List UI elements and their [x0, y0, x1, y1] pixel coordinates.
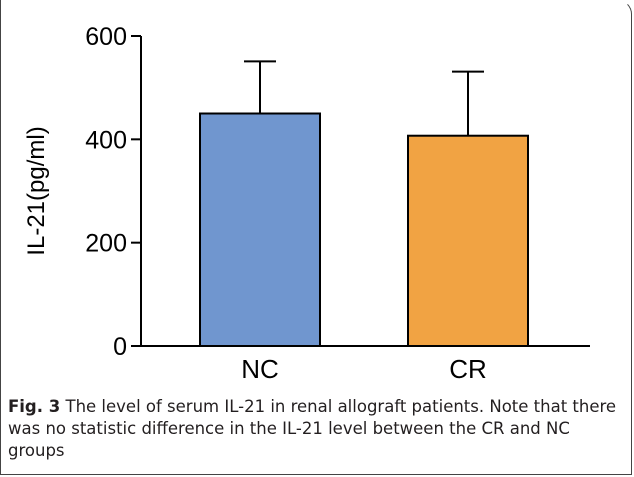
- bar-chart: NC CR 0 200 400 600 IL-21(pg/ml): [23, 23, 590, 384]
- y-axis-label: IL-21(pg/ml): [23, 126, 50, 255]
- figure-caption: Fig. 3 The level of serum IL-21 in renal…: [8, 396, 618, 462]
- figure-label: Fig. 3: [8, 397, 61, 416]
- bar-nc: [199, 112, 321, 347]
- y-tick-label-0: 0: [113, 333, 127, 361]
- caption-text: The level of serum IL-21 in renal allogr…: [8, 397, 617, 460]
- y-tick-label-400: 400: [85, 126, 127, 154]
- y-tick-label-200: 200: [85, 230, 127, 258]
- x-tick-label-cr: CR: [449, 354, 487, 384]
- x-tick-label-nc: NC: [241, 354, 279, 384]
- bar-cr: [407, 134, 529, 347]
- y-tick-label-600: 600: [85, 23, 127, 51]
